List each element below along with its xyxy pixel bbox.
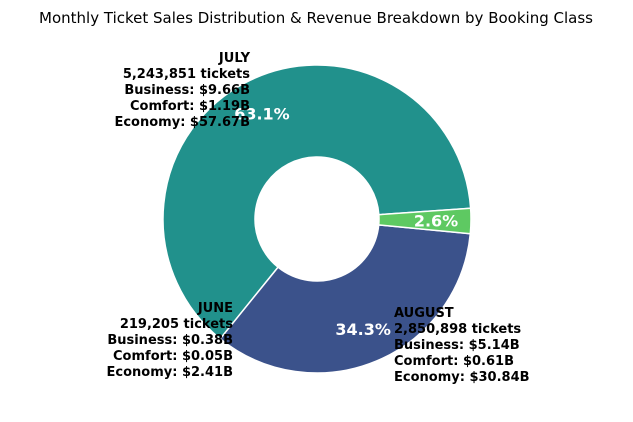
- annotation-july-business: Business: $9.66B: [124, 83, 250, 98]
- slice-june: [377, 207, 472, 235]
- annotation-july-name: JULY: [218, 51, 251, 66]
- percent-label-august: 34.3%: [335, 320, 391, 339]
- annotation-july-comfort: Comfort: $1.19B: [130, 99, 250, 114]
- annotation-august-name: AUGUST: [394, 306, 454, 321]
- annotation-august-economy: Economy: $30.84B: [394, 370, 530, 385]
- chart-title: Monthly Ticket Sales Distribution & Reve…: [39, 9, 593, 27]
- annotation-july-economy: Economy: $57.67B: [114, 115, 250, 130]
- percent-label-june: 2.6%: [414, 212, 458, 231]
- annotation-june-tickets: 219,205 tickets: [120, 317, 233, 332]
- annotation-june-comfort: Comfort: $0.05B: [113, 349, 233, 364]
- annotation-august-business: Business: $5.14B: [394, 338, 520, 353]
- annotation-june-business: Business: $0.38B: [107, 333, 233, 348]
- slice-august: [219, 224, 472, 374]
- annotation-june-name: JUNE: [197, 301, 233, 316]
- slice-july: [162, 64, 472, 340]
- donut-slices: [162, 64, 472, 374]
- percent-label-july: 63.1%: [234, 104, 290, 123]
- annotation-june-economy: Economy: $2.41B: [107, 365, 233, 380]
- annotation-august-tickets: 2,850,898 tickets: [394, 322, 521, 337]
- annotation-july-tickets: 5,243,851 tickets: [123, 67, 250, 82]
- percent-labels: 63.1% 34.3% 2.6%: [234, 104, 458, 338]
- annotation-august-comfort: Comfort: $0.61B: [394, 354, 514, 369]
